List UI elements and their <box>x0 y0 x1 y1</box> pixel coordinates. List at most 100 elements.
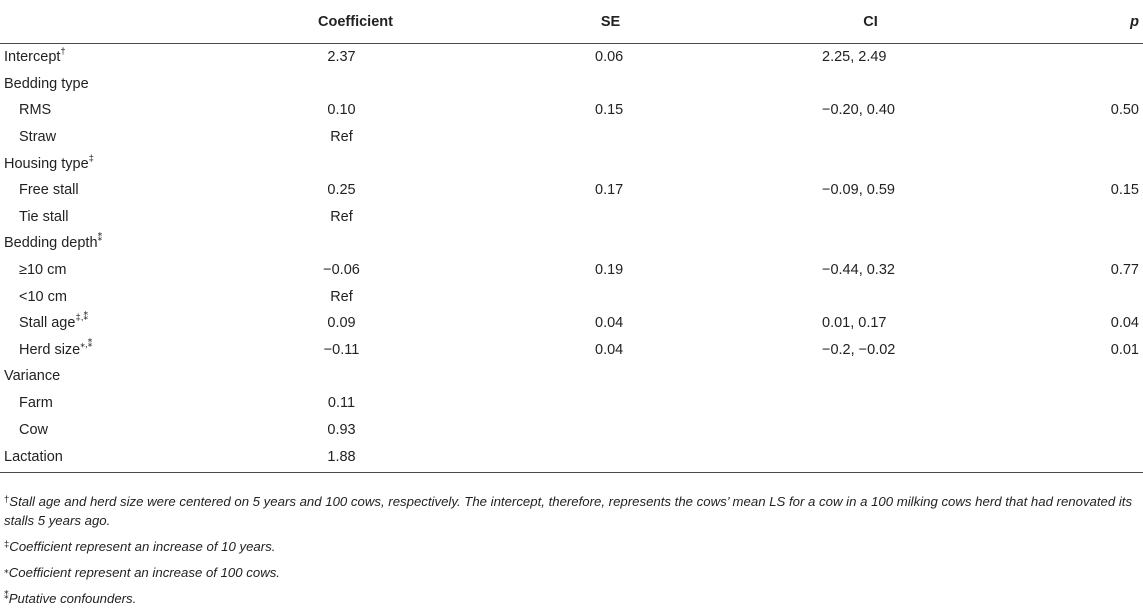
footnote: †Stall age and herd size were centered o… <box>4 490 1140 530</box>
row-p <box>983 71 1143 98</box>
row-ci <box>760 390 983 417</box>
row-label: Farm <box>19 395 53 412</box>
table-row: Cow 0.93 <box>0 416 1143 443</box>
row-label: Bedding type <box>4 75 89 92</box>
footnote-mark: ⁑ <box>4 591 9 602</box>
header-coefficient: Coefficient <box>250 0 463 44</box>
row-ci <box>760 124 983 151</box>
row-p <box>983 44 1143 71</box>
table-row: <10 cm Ref <box>0 283 1143 310</box>
table-row: Herd size⁎,⁑ −0.11 0.04 −0.2, −0.02 0.01 <box>0 337 1143 364</box>
table-row: Stall age‡,⁑ 0.09 0.04 0.01, 0.17 0.04 <box>0 310 1143 337</box>
row-ci: 2.25, 2.49 <box>822 49 887 66</box>
row-coef: 0.10 <box>327 102 356 119</box>
row-se <box>463 442 760 473</box>
row-se <box>463 150 760 177</box>
row-ci <box>760 416 983 443</box>
header-ci: CI <box>760 0 983 44</box>
row-se: 0.06 <box>595 49 624 66</box>
footnote-mark: † <box>4 494 10 505</box>
row-se: 0.04 <box>595 315 624 332</box>
row-ci: 0.01, 0.17 <box>822 315 887 332</box>
row-p: 0.77 <box>1110 262 1139 279</box>
row-se <box>463 71 760 98</box>
table-row: Bedding depth⁑ <box>0 230 1143 257</box>
footnote: ‡Coefficient represent an increase of 10… <box>4 535 1140 556</box>
regression-table: Coefficient SE CI p Intercept† 2.37 0.06… <box>0 0 1143 473</box>
footnote-text: Coefficient represent an increase of 100… <box>8 565 280 580</box>
row-coef: −0.11 <box>323 341 360 358</box>
row-coef: 1.88 <box>250 442 463 473</box>
header-label <box>0 0 250 44</box>
row-label: Tie stall <box>19 208 69 225</box>
footnotes: †Stall age and herd size were centered o… <box>4 490 1140 613</box>
row-label: <10 cm <box>19 288 67 305</box>
row-ci: −0.09, 0.59 <box>822 182 895 199</box>
row-ci: −0.2, −0.02 <box>822 341 896 358</box>
row-se <box>463 363 760 390</box>
row-coef <box>250 363 463 390</box>
table-row: Farm 0.11 <box>0 390 1143 417</box>
row-coef <box>250 71 463 98</box>
table-row: Housing type‡ <box>0 150 1143 177</box>
row-label: Stall age‡,⁑ <box>19 312 89 332</box>
row-coef: Ref <box>330 208 353 225</box>
row-coef: 0.25 <box>327 182 356 199</box>
footnote-mark: ⁑ <box>97 232 103 244</box>
footnote-mark: ⁎,⁑ <box>80 339 93 350</box>
row-coef: −0.06 <box>323 262 360 279</box>
row-se <box>463 204 760 231</box>
row-ci <box>760 283 983 310</box>
header-row: Coefficient SE CI p <box>0 0 1143 44</box>
row-coef: 0.93 <box>327 421 356 438</box>
row-p <box>983 204 1143 231</box>
row-label: Intercept† <box>4 46 66 66</box>
footnote-mark: ‡ <box>4 539 10 550</box>
row-label: Variance <box>4 368 61 385</box>
row-p: 0.50 <box>1110 102 1139 119</box>
row-coef: Ref <box>330 288 353 305</box>
footnote-mark: ‡ <box>88 152 94 164</box>
table-row: Intercept† 2.37 0.06 2.25, 2.49 <box>0 44 1143 71</box>
row-label: RMS <box>19 102 52 119</box>
footnote-mark: † <box>60 46 66 58</box>
header-p: p <box>983 0 1143 44</box>
row-se <box>463 230 760 257</box>
table-row: ≥10 cm −0.06 0.19 −0.44, 0.32 0.77 <box>0 257 1143 284</box>
row-coef <box>250 230 463 257</box>
table-row: RMS 0.10 0.15 −0.20, 0.40 0.50 <box>0 97 1143 124</box>
row-coef <box>250 150 463 177</box>
header-se: SE <box>463 0 760 44</box>
row-label: Herd size⁎,⁑ <box>19 339 93 358</box>
row-p: 0.01 <box>1110 341 1139 358</box>
row-ci <box>760 204 983 231</box>
row-label: Lactation <box>0 442 250 473</box>
row-ci <box>760 71 983 98</box>
row-label: Free stall <box>19 182 79 199</box>
row-p <box>983 230 1143 257</box>
row-coef: Ref <box>330 129 353 146</box>
row-ci <box>760 363 983 390</box>
row-label: ≥10 cm <box>19 262 67 279</box>
row-p <box>983 283 1143 310</box>
row-p <box>983 442 1143 473</box>
row-se: 0.19 <box>595 262 624 279</box>
row-coef: 0.11 <box>327 395 356 412</box>
row-p <box>983 416 1143 443</box>
table-row: Tie stall Ref <box>0 204 1143 231</box>
row-se: 0.04 <box>595 341 624 358</box>
row-p: 0.15 <box>1110 182 1139 199</box>
footnote-mark: ⁎ <box>4 565 9 576</box>
row-ci <box>760 442 983 473</box>
footnote-mark: ‡,⁑ <box>75 312 89 324</box>
row-coef: 2.37 <box>327 49 356 66</box>
row-label: Cow <box>19 421 49 438</box>
row-se <box>463 416 760 443</box>
row-p: 0.04 <box>1110 315 1139 332</box>
row-p <box>983 124 1143 151</box>
footnote-text: Stall age and herd size were centered on… <box>4 494 1133 528</box>
footnote: ⁑Putative confounders. <box>4 587 1140 608</box>
row-p <box>983 363 1143 390</box>
footnote: ⁎Coefficient represent an increase of 10… <box>4 561 1140 582</box>
